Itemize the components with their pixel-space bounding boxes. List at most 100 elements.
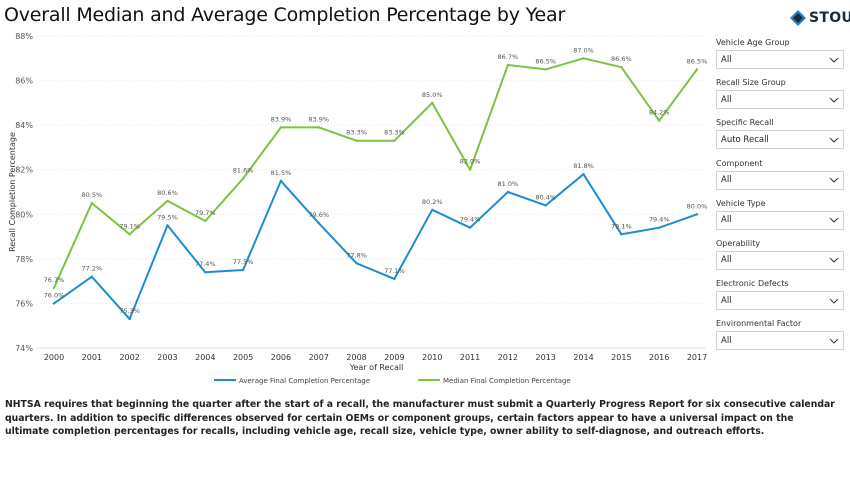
chevron-down-icon <box>829 298 839 304</box>
logo: STOUT <box>790 10 850 26</box>
legend-label: Median Final Completion Percentage <box>443 377 571 385</box>
filter-specific-recall: Specific Recall Auto Recall <box>716 116 844 156</box>
y-axis-title: Recall Completion Percentage <box>8 132 17 252</box>
filter-dropdown[interactable]: All <box>716 90 844 110</box>
data-label: 76.0% <box>44 291 65 299</box>
filter-dropdown[interactable]: All <box>716 50 844 69</box>
data-point <box>544 204 547 207</box>
data-point <box>317 126 320 129</box>
line-chart: 74% 76% 78% 80% 82% 84% 86% 88% 2000 2001 2002 2003… <box>8 32 708 385</box>
data-label: 76.7% <box>44 276 65 284</box>
filter-value: All <box>721 54 732 65</box>
data-point <box>582 172 585 176</box>
data-label: 79.6% <box>308 211 329 219</box>
data-label: 79.5% <box>157 213 178 221</box>
data-point <box>468 226 472 229</box>
x-tick-label: 2014 <box>573 353 593 362</box>
data-label: 83.9% <box>271 115 292 123</box>
data-point <box>657 119 661 122</box>
logo-text: STOUT <box>809 10 850 26</box>
chevron-down-icon <box>829 57 839 63</box>
filter-component: Component All <box>716 157 844 197</box>
y-tick-label: 82% <box>15 166 33 175</box>
data-point <box>431 208 434 212</box>
data-label: 79.1% <box>119 222 140 230</box>
x-tick-label: 2002 <box>119 353 139 362</box>
filter-vehicle-type: Vehicle Type All <box>716 197 844 237</box>
data-label: 80.5% <box>81 191 102 199</box>
data-point <box>657 226 661 229</box>
series-line-median <box>53 57 698 289</box>
data-label: 80.4% <box>535 193 556 201</box>
x-tick-label: 2017 <box>687 353 707 362</box>
data-label: 83.9% <box>308 115 329 123</box>
data-label: 86.5% <box>687 57 708 65</box>
data-label: 79.4% <box>460 216 481 224</box>
chevron-down-icon <box>829 97 839 103</box>
filter-value: All <box>721 215 732 226</box>
filter-label: Specific Recall <box>716 118 774 128</box>
filter-dropdown[interactable]: All <box>716 250 844 270</box>
filter-label: Electronic Defects <box>716 279 789 289</box>
data-label: 75.3% <box>119 307 140 315</box>
data-point <box>582 57 585 60</box>
x-tick-label: 2012 <box>498 353 518 362</box>
chevron-down-icon <box>829 217 839 223</box>
filter-label: Operability <box>716 238 761 248</box>
data-point <box>90 201 94 205</box>
filter-value: All <box>721 335 732 346</box>
x-tick-label: 2004 <box>195 353 215 362</box>
series-line-average <box>53 173 698 320</box>
data-point <box>393 277 396 281</box>
data-point <box>279 179 283 183</box>
y-tick-label: 84% <box>15 121 33 130</box>
data-label: 86.7% <box>498 53 519 61</box>
data-point <box>355 139 358 142</box>
chevron-down-icon <box>829 338 839 344</box>
data-point <box>506 63 510 67</box>
data-label: 80.0% <box>687 202 708 210</box>
x-tick-label: 2011 <box>460 353 480 362</box>
data-label: 77.1% <box>384 267 405 275</box>
data-point <box>52 286 56 290</box>
x-axis-title: Year of Recall <box>349 363 404 372</box>
data-point <box>468 168 472 171</box>
data-point <box>695 213 699 216</box>
x-tick-label: 2015 <box>611 353 631 362</box>
x-tick-label: 2003 <box>157 353 177 362</box>
filter-label: Vehicle Age Group <box>716 38 790 47</box>
filter-environmental-factor: Environmental Factor All <box>716 317 844 357</box>
filter-label: Recall Size Group <box>716 78 786 88</box>
data-label: 83.3% <box>346 129 367 137</box>
x-tick-label: 2006 <box>271 353 291 362</box>
data-point <box>204 271 207 274</box>
y-tick-label: 88% <box>15 32 33 41</box>
y-tick-label: 78% <box>15 255 33 264</box>
data-point <box>241 268 245 272</box>
stout-diamond-logo-icon <box>790 10 806 26</box>
filter-label: Vehicle Type <box>716 198 766 208</box>
x-tick-label: 2000 <box>44 353 64 362</box>
data-label: 80.2% <box>422 198 443 206</box>
data-point <box>355 262 358 265</box>
data-point <box>544 68 547 71</box>
filter-dropdown[interactable]: All <box>716 331 844 351</box>
data-point <box>620 66 623 69</box>
data-label: 79.4% <box>649 216 670 224</box>
data-point <box>166 224 169 227</box>
filter-dropdown[interactable]: All <box>716 210 844 230</box>
x-tick-label: 2005 <box>233 353 253 362</box>
filter-label: Component <box>716 158 763 168</box>
filter-dropdown[interactable]: All <box>716 291 844 311</box>
filter-dropdown[interactable]: All <box>716 170 844 190</box>
y-tick-label: 86% <box>15 77 33 86</box>
filter-dropdown[interactable]: Auto Recall <box>716 130 844 150</box>
filter-electronic-defects: Electronic Defects All <box>716 277 844 317</box>
data-label: 79.7% <box>195 209 216 217</box>
data-label: 87.0% <box>573 46 594 54</box>
data-point <box>431 101 434 105</box>
data-point <box>128 317 131 321</box>
data-point <box>52 302 56 305</box>
chevron-down-icon <box>829 177 839 183</box>
x-tick-label: 2008 <box>346 353 366 362</box>
